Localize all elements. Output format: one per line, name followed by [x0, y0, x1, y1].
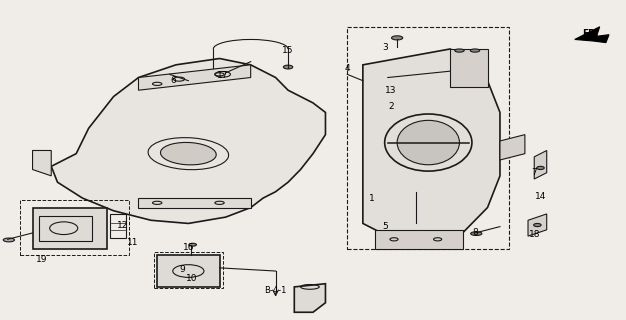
Ellipse shape: [189, 243, 197, 246]
Text: 6: 6: [170, 76, 176, 85]
Polygon shape: [528, 214, 546, 236]
Text: 13: 13: [385, 86, 397, 95]
Ellipse shape: [3, 238, 14, 242]
Text: 4: 4: [344, 63, 350, 73]
Bar: [154, 252, 223, 288]
Ellipse shape: [536, 166, 544, 170]
Polygon shape: [51, 59, 326, 223]
Polygon shape: [363, 49, 500, 239]
Bar: [110, 214, 126, 238]
Text: 10: 10: [186, 275, 197, 284]
Text: 2: 2: [388, 101, 394, 111]
Bar: [39, 215, 92, 241]
Ellipse shape: [397, 120, 459, 165]
Text: 15: 15: [282, 46, 294, 55]
Polygon shape: [575, 27, 609, 43]
Bar: [20, 200, 129, 255]
Ellipse shape: [284, 65, 293, 69]
Polygon shape: [138, 65, 250, 90]
Text: 8: 8: [472, 228, 478, 237]
Text: 14: 14: [535, 192, 546, 201]
Polygon shape: [294, 284, 326, 312]
Polygon shape: [157, 255, 220, 287]
Polygon shape: [500, 135, 525, 160]
Bar: [347, 27, 510, 249]
Text: 17: 17: [217, 71, 228, 80]
Polygon shape: [534, 150, 546, 179]
Ellipse shape: [454, 49, 464, 52]
Text: 18: 18: [528, 230, 540, 239]
Text: B-4-1: B-4-1: [264, 285, 287, 295]
Text: 9: 9: [179, 265, 185, 274]
Ellipse shape: [533, 223, 541, 227]
Ellipse shape: [471, 232, 482, 236]
Text: 5: 5: [382, 222, 387, 231]
Ellipse shape: [391, 36, 403, 40]
Text: 19: 19: [36, 255, 48, 264]
Polygon shape: [376, 230, 463, 249]
Text: 1: 1: [369, 194, 375, 203]
Polygon shape: [138, 198, 250, 208]
Text: 16: 16: [183, 243, 194, 252]
Polygon shape: [33, 208, 107, 249]
Ellipse shape: [470, 49, 480, 52]
Polygon shape: [450, 49, 488, 87]
Text: 11: 11: [126, 238, 138, 247]
Text: FR.: FR.: [582, 28, 598, 38]
Text: 7: 7: [531, 168, 537, 177]
Polygon shape: [33, 150, 51, 176]
Ellipse shape: [160, 142, 216, 165]
Text: 12: 12: [117, 220, 128, 229]
Text: 3: 3: [382, 43, 387, 52]
